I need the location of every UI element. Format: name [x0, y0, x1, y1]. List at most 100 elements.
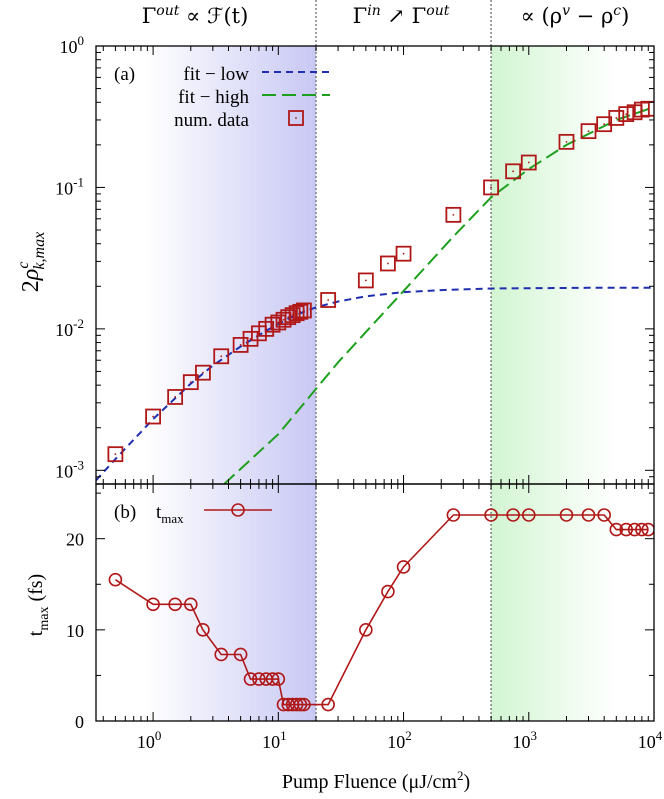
data-point-tmax — [146, 597, 160, 612]
shade-green — [491, 484, 617, 721]
data-point-center — [114, 453, 117, 456]
data-point-num-data — [445, 206, 462, 223]
data-point-tmax — [609, 522, 624, 537]
data-point-tmax — [297, 697, 311, 712]
data-point-center — [527, 161, 530, 164]
data-point-tmax — [581, 508, 596, 522]
data-point-center — [152, 415, 154, 418]
data-point-center — [615, 117, 618, 119]
data-point-tmax — [168, 597, 182, 612]
tick-label: 103 — [513, 728, 538, 752]
data-point-tmax — [108, 572, 123, 587]
legend-marker-tmax — [231, 503, 245, 517]
panel-b-frame — [95, 483, 655, 722]
svg-text:tmax (fs): tmax (fs) — [25, 574, 52, 636]
data-point-num-data — [182, 374, 199, 391]
header-region-1: Γout ∝ ℱ(t) — [142, 3, 249, 28]
data-point-tmax — [233, 647, 248, 662]
data-point-num-data — [558, 133, 575, 150]
data-point-tmax — [559, 508, 574, 522]
tick-label: 10-2 — [55, 316, 84, 340]
data-point-center — [565, 140, 568, 143]
tick-label: 102 — [387, 728, 412, 752]
data-point-num-data — [357, 272, 374, 289]
data-point-tmax — [243, 672, 258, 686]
data-point-tmax — [521, 508, 536, 522]
data-point-center — [282, 318, 285, 321]
data-point-num-data — [232, 337, 249, 353]
tick-label: 104 — [638, 728, 663, 752]
data-point-tmax — [196, 623, 210, 637]
data-point-tmax — [641, 522, 654, 537]
data-point-center — [625, 113, 628, 115]
data-point-center — [189, 381, 192, 384]
header-region-2: Γin ↗ Γout — [353, 3, 450, 28]
data-point-num-data — [380, 255, 396, 272]
tick-label: 10-1 — [55, 174, 84, 198]
data-point-tmax — [381, 584, 395, 599]
tick-label: 20 — [66, 530, 84, 550]
data-point-center — [387, 262, 389, 265]
data-point-tmax — [271, 672, 286, 686]
data-point-num-data — [242, 330, 259, 347]
data-point-center — [490, 186, 492, 189]
panel-b-plot — [108, 508, 654, 712]
region-headers: Γout ∝ ℱ(t) Γin ↗ Γout ∝ (ρv − ρc) — [142, 3, 630, 28]
region-shading-b — [144, 484, 617, 721]
data-point-tmax — [597, 508, 611, 522]
shade-blue — [144, 46, 317, 484]
data-point-center — [202, 371, 204, 374]
data-point-center — [220, 355, 223, 358]
data-point-num-data — [145, 408, 161, 425]
panel-a-label: (a) — [114, 64, 135, 85]
data-point-tmax — [484, 508, 498, 522]
data-point-num-data — [280, 309, 297, 326]
data-point-center — [402, 252, 405, 255]
data-point-num-data — [640, 100, 654, 117]
panel-a-plot — [96, 100, 654, 484]
data-point-center — [287, 316, 290, 319]
data-point-num-data — [618, 106, 635, 122]
data-point-tmax — [276, 697, 291, 712]
data-point-center — [452, 213, 455, 216]
data-point-tmax — [359, 623, 373, 637]
data-point-tmax — [214, 647, 229, 662]
series-fit-high — [223, 106, 654, 484]
data-point-tmax — [396, 560, 411, 574]
data-point-num-data — [107, 446, 124, 463]
data-point-center — [249, 337, 252, 340]
region-separators — [315, 0, 492, 721]
legend-label-num-data: num. data — [174, 110, 249, 131]
tick-label: 100 — [137, 728, 162, 752]
shade-blue — [144, 484, 317, 721]
data-point-tmax — [321, 697, 335, 712]
data-point-tmax — [446, 508, 461, 522]
data-point-num-data — [483, 179, 499, 196]
legend-marker-num-data — [288, 110, 304, 126]
legend-label-fit-low: fit − low — [183, 64, 249, 85]
data-point-center — [174, 396, 177, 398]
data-point-tmax — [265, 672, 280, 686]
data-point-num-data — [505, 163, 522, 180]
header-region-3: ∝ (ρv − ρc) — [521, 3, 630, 28]
data-point-num-data — [264, 316, 281, 333]
panel-b-label: (b) — [114, 502, 136, 523]
data-point-num-data — [295, 302, 312, 319]
data-point-center — [587, 130, 590, 133]
data-point-num-data — [608, 110, 625, 126]
data-point-tmax — [183, 597, 198, 612]
data-point-num-data — [395, 245, 412, 262]
region-shading-a — [144, 46, 617, 484]
data-point-center — [603, 123, 606, 126]
data-point-num-data — [292, 303, 309, 320]
data-point-center — [327, 299, 330, 301]
shade-green — [491, 46, 617, 484]
data-point-num-data — [580, 123, 597, 140]
data-point-center — [302, 309, 305, 312]
x-axis-label: Pump Fluence (μJ/cm2) — [282, 768, 470, 793]
tick-label: 101 — [262, 728, 287, 752]
legend-label-fit-high: fit − high — [178, 87, 249, 108]
legend-panel-a: (a) fit − low fit − high num. data — [114, 64, 330, 131]
data-point-num-data — [520, 154, 537, 171]
